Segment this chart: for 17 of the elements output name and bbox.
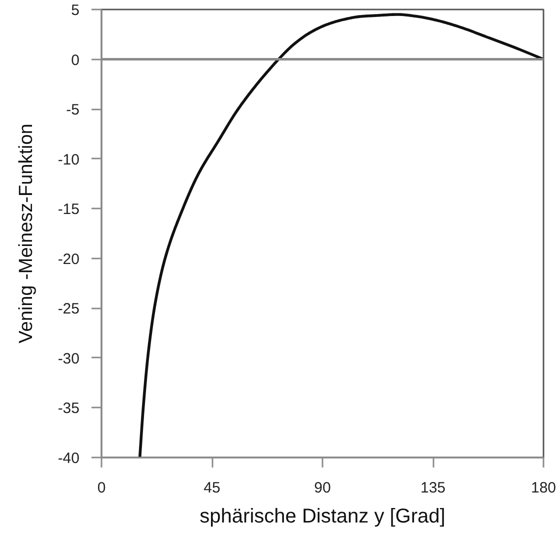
x-tick-label: 135 — [420, 480, 446, 496]
y-axis-title: Vening -Meinesz-Funktion — [16, 124, 37, 344]
y-tick-label: -15 — [58, 201, 80, 218]
x-tick-label: 0 — [97, 480, 106, 496]
y-tick-label: -35 — [58, 400, 80, 418]
y-tick-label: -25 — [58, 300, 80, 318]
y-tick-label: 0 — [71, 52, 80, 69]
x-tick-label: 90 — [314, 480, 331, 496]
x-tick-label: 180 — [530, 480, 556, 496]
x-tick-label: 45 — [204, 480, 220, 496]
y-tick-label: -5 — [66, 102, 80, 119]
y-tick-label: -40 — [58, 450, 80, 467]
y-tick-label: 5 — [71, 2, 80, 19]
y-tick-label: -10 — [58, 151, 80, 168]
x-axis-title: sphärische Distanz y [Grad] — [200, 506, 446, 528]
y-tick-label: -30 — [58, 350, 80, 368]
y-tick-label: -20 — [58, 250, 80, 268]
